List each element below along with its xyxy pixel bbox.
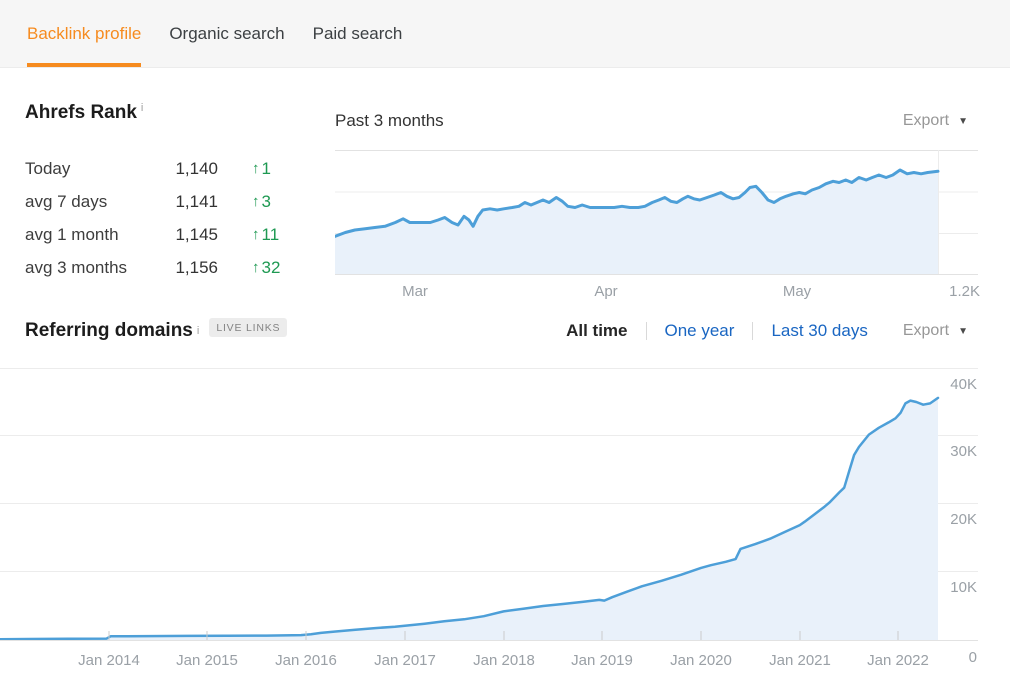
y-tick-label: 20K bbox=[950, 511, 977, 528]
table-row: avg 3 months 1,156 ↑ 32 bbox=[25, 251, 315, 284]
x-tick-label: Jan 2021 bbox=[769, 652, 831, 669]
arrow-up-icon: ↑ bbox=[252, 160, 260, 177]
rank-chart-header: Past 3 months Export ▼ bbox=[335, 106, 968, 136]
period-title: Past 3 months bbox=[335, 111, 444, 130]
y-tick-label: 40K bbox=[950, 376, 977, 393]
rank-row-change: ↑ 3 bbox=[252, 191, 271, 211]
referring-domains-title: Referring domains bbox=[25, 320, 193, 341]
x-tick-label: May bbox=[783, 283, 812, 300]
ahrefs-rank-chart[interactable]: Mar Apr May 1.2K bbox=[335, 150, 1010, 300]
x-tick-label: Jan 2020 bbox=[670, 652, 732, 669]
table-row: avg 7 days 1,141 ↑ 3 bbox=[25, 185, 315, 218]
arrow-up-icon: ↑ bbox=[252, 226, 260, 243]
time-range-filters: All time One year Last 30 days Export ▼ bbox=[566, 321, 968, 341]
rank-series-line bbox=[335, 168, 940, 238]
chevron-down-icon: ▼ bbox=[958, 115, 968, 127]
x-tick-label: Jan 2022 bbox=[867, 652, 929, 669]
x-tick-label: Jan 2019 bbox=[571, 652, 633, 669]
tab-bar: Backlink profile Organic search Paid sea… bbox=[0, 0, 1010, 68]
filter-one-year[interactable]: One year bbox=[664, 321, 735, 340]
rank-row-label: avg 7 days bbox=[25, 191, 108, 211]
rank-row-change: ↑ 1 bbox=[252, 158, 271, 178]
ahrefs-rank-table: Today 1,140 ↑ 1 avg 7 days 1,141 ↑ 3 avg 1… bbox=[25, 152, 315, 284]
y-tick-label: 30K bbox=[950, 443, 977, 460]
y-tick-label: 0 bbox=[969, 649, 977, 666]
table-row: Today 1,140 ↑ 1 bbox=[25, 152, 315, 185]
arrow-up-icon: ↑ bbox=[252, 259, 260, 276]
x-tick-label: Jan 2016 bbox=[275, 652, 337, 669]
referring-domains-chart[interactable]: 40K 30K 20K 10K 0 Jan 2014 Jan 2015 Jan … bbox=[0, 365, 1010, 691]
separator bbox=[752, 322, 754, 340]
x-tick-label: Mar bbox=[402, 283, 428, 300]
tab-backlink-profile[interactable]: Backlink profile bbox=[27, 0, 142, 67]
referring-domains-series-line bbox=[0, 396, 940, 641]
info-icon[interactable]: i bbox=[140, 102, 144, 114]
rank-row-value: 1,145 bbox=[175, 224, 218, 244]
rank-row-change: ↑ 11 bbox=[252, 224, 280, 244]
export-button-referring-domains[interactable]: Export ▼ bbox=[902, 322, 968, 339]
chevron-down-icon: ▼ bbox=[958, 325, 968, 337]
info-icon[interactable]: i bbox=[196, 325, 200, 337]
ahrefs-rank-title: Ahrefs Rank bbox=[25, 102, 137, 123]
filter-all-time[interactable]: All time bbox=[566, 321, 628, 340]
rank-row-label: Today bbox=[25, 158, 71, 178]
arrow-up-icon: ↑ bbox=[252, 193, 260, 210]
ahrefs-rank-heading: Ahrefs Rank i bbox=[25, 102, 143, 124]
rank-row-value: 1,141 bbox=[175, 191, 218, 211]
rank-row-value: 1,156 bbox=[175, 257, 218, 277]
rank-row-change: ↑ 32 bbox=[252, 257, 281, 277]
rank-row-label: avg 1 month bbox=[25, 224, 119, 244]
filter-last-30-days[interactable]: Last 30 days bbox=[771, 321, 868, 340]
y-axis-max-label: 1.2K bbox=[949, 283, 980, 300]
separator bbox=[645, 322, 647, 340]
tab-paid-search[interactable]: Paid search bbox=[312, 23, 403, 43]
x-tick-label: Jan 2018 bbox=[473, 652, 535, 669]
referring-domains-header: Referring domains i LIVE LINKS All time On… bbox=[25, 314, 968, 348]
x-tick-label: Apr bbox=[594, 283, 617, 300]
x-tick-label: Jan 2017 bbox=[374, 652, 436, 669]
live-links-badge: LIVE LINKS bbox=[209, 317, 288, 337]
tab-organic-search[interactable]: Organic search bbox=[169, 23, 285, 43]
rank-row-label: avg 3 months bbox=[25, 257, 128, 277]
export-button-rank[interactable]: Export ▼ bbox=[902, 112, 968, 129]
x-tick-label: Jan 2015 bbox=[176, 652, 238, 669]
table-row: avg 1 month 1,145 ↑ 11 bbox=[25, 218, 315, 251]
y-tick-label: 10K bbox=[950, 579, 977, 596]
referring-domains-series-area bbox=[0, 397, 938, 640]
rank-row-value: 1,140 bbox=[175, 158, 218, 178]
x-tick-label: Jan 2014 bbox=[78, 652, 140, 669]
